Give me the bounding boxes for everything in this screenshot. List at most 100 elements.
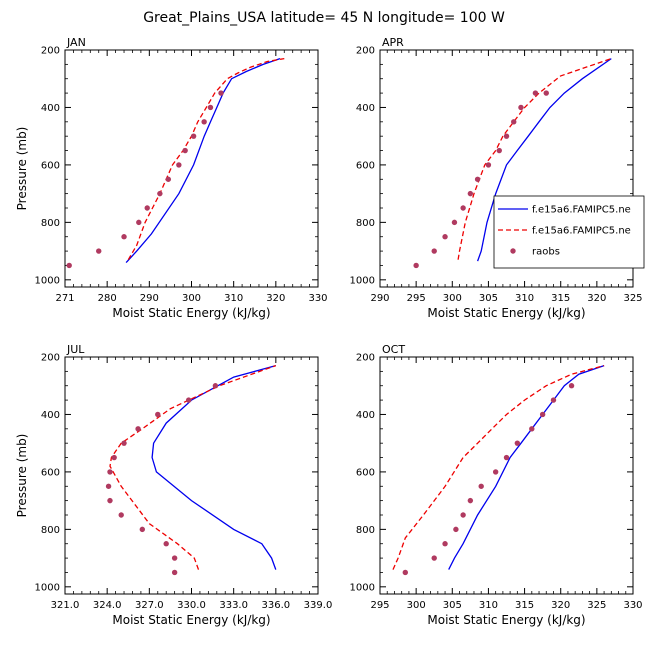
raobs-point [550,397,557,403]
legend-box [493,195,645,269]
raobs-point [485,162,492,168]
raobs-point [539,411,546,418]
x-axis-label: Moist Static Energy (kJ/kg) [427,613,585,627]
raobs-point [182,147,188,154]
x-tick-label: 330.0 [177,600,206,611]
series-group [66,57,285,269]
raobs-point [176,162,182,168]
x-tick-label: 315 [551,293,570,304]
model-line-solid [476,58,612,262]
panel-jul: 321.0 324.0 327.0 330.0 333.0 336.0 339.0 200 40… [15,343,332,627]
y-tick-label: 600 [356,160,375,171]
x-tick-label: 310 [515,293,534,304]
raobs-point [121,440,127,446]
raobs-point [467,190,474,197]
raobs-point [402,569,408,576]
x-tick-label: 290 [140,293,159,304]
x-axis-label: Moist Static Energy (kJ/kg) [112,306,270,320]
raobs-point [413,262,419,269]
x-tick-label: 321.0 [51,600,80,611]
x-tick-label: 325 [623,293,642,304]
x-tick-label: 333.0 [219,600,248,611]
raobs-point [144,205,150,211]
raobs-point [529,426,535,432]
y-tick-label: 600 [41,467,60,478]
x-tick-label: 300 [407,600,426,611]
raobs-point [171,569,178,576]
x-tick-label: 295 [370,600,389,611]
model-line-solid [125,57,281,264]
raobs-point [165,176,172,182]
y-tick-label: 1000 [35,582,60,593]
raobs-point [431,248,437,254]
raobs-point [453,526,459,533]
x-tick-label: 280 [98,293,117,304]
raobs-point [496,147,502,154]
model-line-dashed [457,57,612,260]
y-tick-label: 600 [356,467,375,478]
raobs-point [66,262,72,269]
raobs-point [163,541,169,547]
x-tick-label: 290 [370,293,389,304]
legend: f.e15a6.FAMIPC5.ne f.e15a6.FAMIPC5.ne raob… [493,195,645,269]
x-tick-label: 310 [224,293,243,304]
raobs-point [190,133,197,139]
series-group [105,364,277,576]
x-tick-label: 320 [551,600,570,611]
x-tick-label: 295 [407,293,426,304]
x-tick-label: 300 [182,293,201,304]
x-tick-label: 315 [515,600,534,611]
raobs-point [532,90,539,96]
y-tick-label: 1000 [350,582,375,593]
raobs-point [155,411,161,418]
y-tick-label: 800 [356,525,375,536]
raobs-point [431,555,437,561]
raobs-point [136,219,142,226]
y-axis-label: Pressure (mb) [15,434,29,518]
raobs-point [121,234,127,240]
legend-marker-raobs [510,248,516,254]
raobs-point [503,133,510,139]
raobs-point [171,555,178,561]
x-tick-label: 325 [587,600,606,611]
raobs-point [442,541,448,547]
raobs-point [207,104,214,111]
raobs-point [107,469,113,475]
raobs-point [218,90,224,96]
raobs-point [139,526,146,533]
y-tick-label: 800 [41,525,60,536]
y-tick-label: 600 [41,160,60,171]
model-line-solid [151,364,277,570]
series-group [392,364,605,576]
raobs-point [118,512,124,518]
raobs-point [185,397,192,403]
x-tick-label: 336.0 [262,600,291,611]
plot-frame [64,356,319,595]
x-tick-label: 320 [266,293,285,304]
panel-jan: 271 280 290 300 310 320 330 200 400 600 800 1000 JAN… [15,36,328,320]
plot-frame [379,356,634,595]
raobs-point [467,497,474,504]
y-tick-label: 200 [41,353,60,364]
figure-title: Great_Plains_USA latitude= 45 N longitud… [143,10,505,26]
raobs-point [511,119,517,125]
y-tick-label: 200 [356,46,375,57]
y-tick-label: 200 [41,46,60,57]
raobs-point [442,234,448,240]
panel-title: OCT [382,343,405,356]
x-tick-label: 330 [308,293,327,304]
y-tick-label: 1000 [350,275,375,286]
x-tick-label: 305 [479,293,498,304]
y-tick-label: 400 [41,410,60,421]
raobs-point [451,219,458,226]
raobs-point [107,497,113,504]
panel-title: JUL [66,343,85,356]
x-axis-label: Moist Static Energy (kJ/kg) [112,613,270,627]
legend-label: f.e15a6.FAMIPC5.ne [532,205,631,216]
y-tick-label: 400 [356,103,375,114]
raobs-point [96,248,102,254]
x-tick-label: 310 [479,600,498,611]
y-tick-label: 800 [356,218,375,229]
raobs-point [460,205,466,211]
